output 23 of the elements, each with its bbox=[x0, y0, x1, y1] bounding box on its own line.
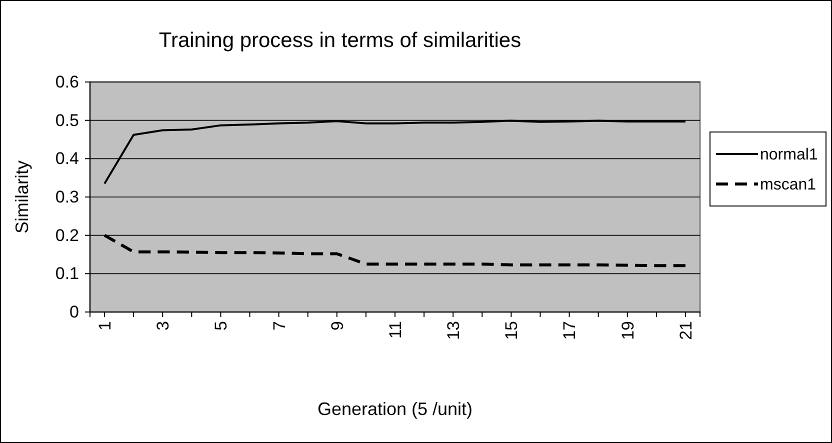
x-tick-label: 7 bbox=[270, 321, 289, 330]
x-tick-label: 17 bbox=[560, 321, 580, 340]
x-tick-label: 21 bbox=[676, 321, 696, 340]
x-axis-title: Generation (5 /unit) bbox=[317, 399, 473, 419]
y-tick-label: 0.5 bbox=[55, 110, 79, 130]
y-tick-label: 0.3 bbox=[55, 187, 79, 206]
x-tick-label: 5 bbox=[212, 321, 231, 330]
x-tick-label: 1 bbox=[95, 321, 114, 330]
y-tick-label: 0.6 bbox=[55, 72, 79, 92]
x-tick-label: 9 bbox=[328, 321, 347, 330]
y-tick-label: 0.1 bbox=[55, 264, 79, 284]
y-tick-label: 0.2 bbox=[55, 226, 79, 245]
y-axis-title: Similarity bbox=[12, 160, 32, 234]
chart-title: Training process in terms of similarities bbox=[158, 29, 522, 52]
x-tick-label: 3 bbox=[154, 321, 173, 330]
y-tick-label: 0.4 bbox=[55, 149, 79, 168]
legend-label: mscan1 bbox=[760, 176, 816, 194]
y-tick-label: 0 bbox=[70, 302, 79, 322]
x-tick-label: 15 bbox=[502, 321, 522, 340]
x-tick-label: 11 bbox=[386, 321, 405, 339]
legend-label: normal1 bbox=[760, 146, 818, 164]
x-tick-label: 19 bbox=[618, 321, 638, 340]
x-tick-label: 13 bbox=[444, 321, 464, 340]
